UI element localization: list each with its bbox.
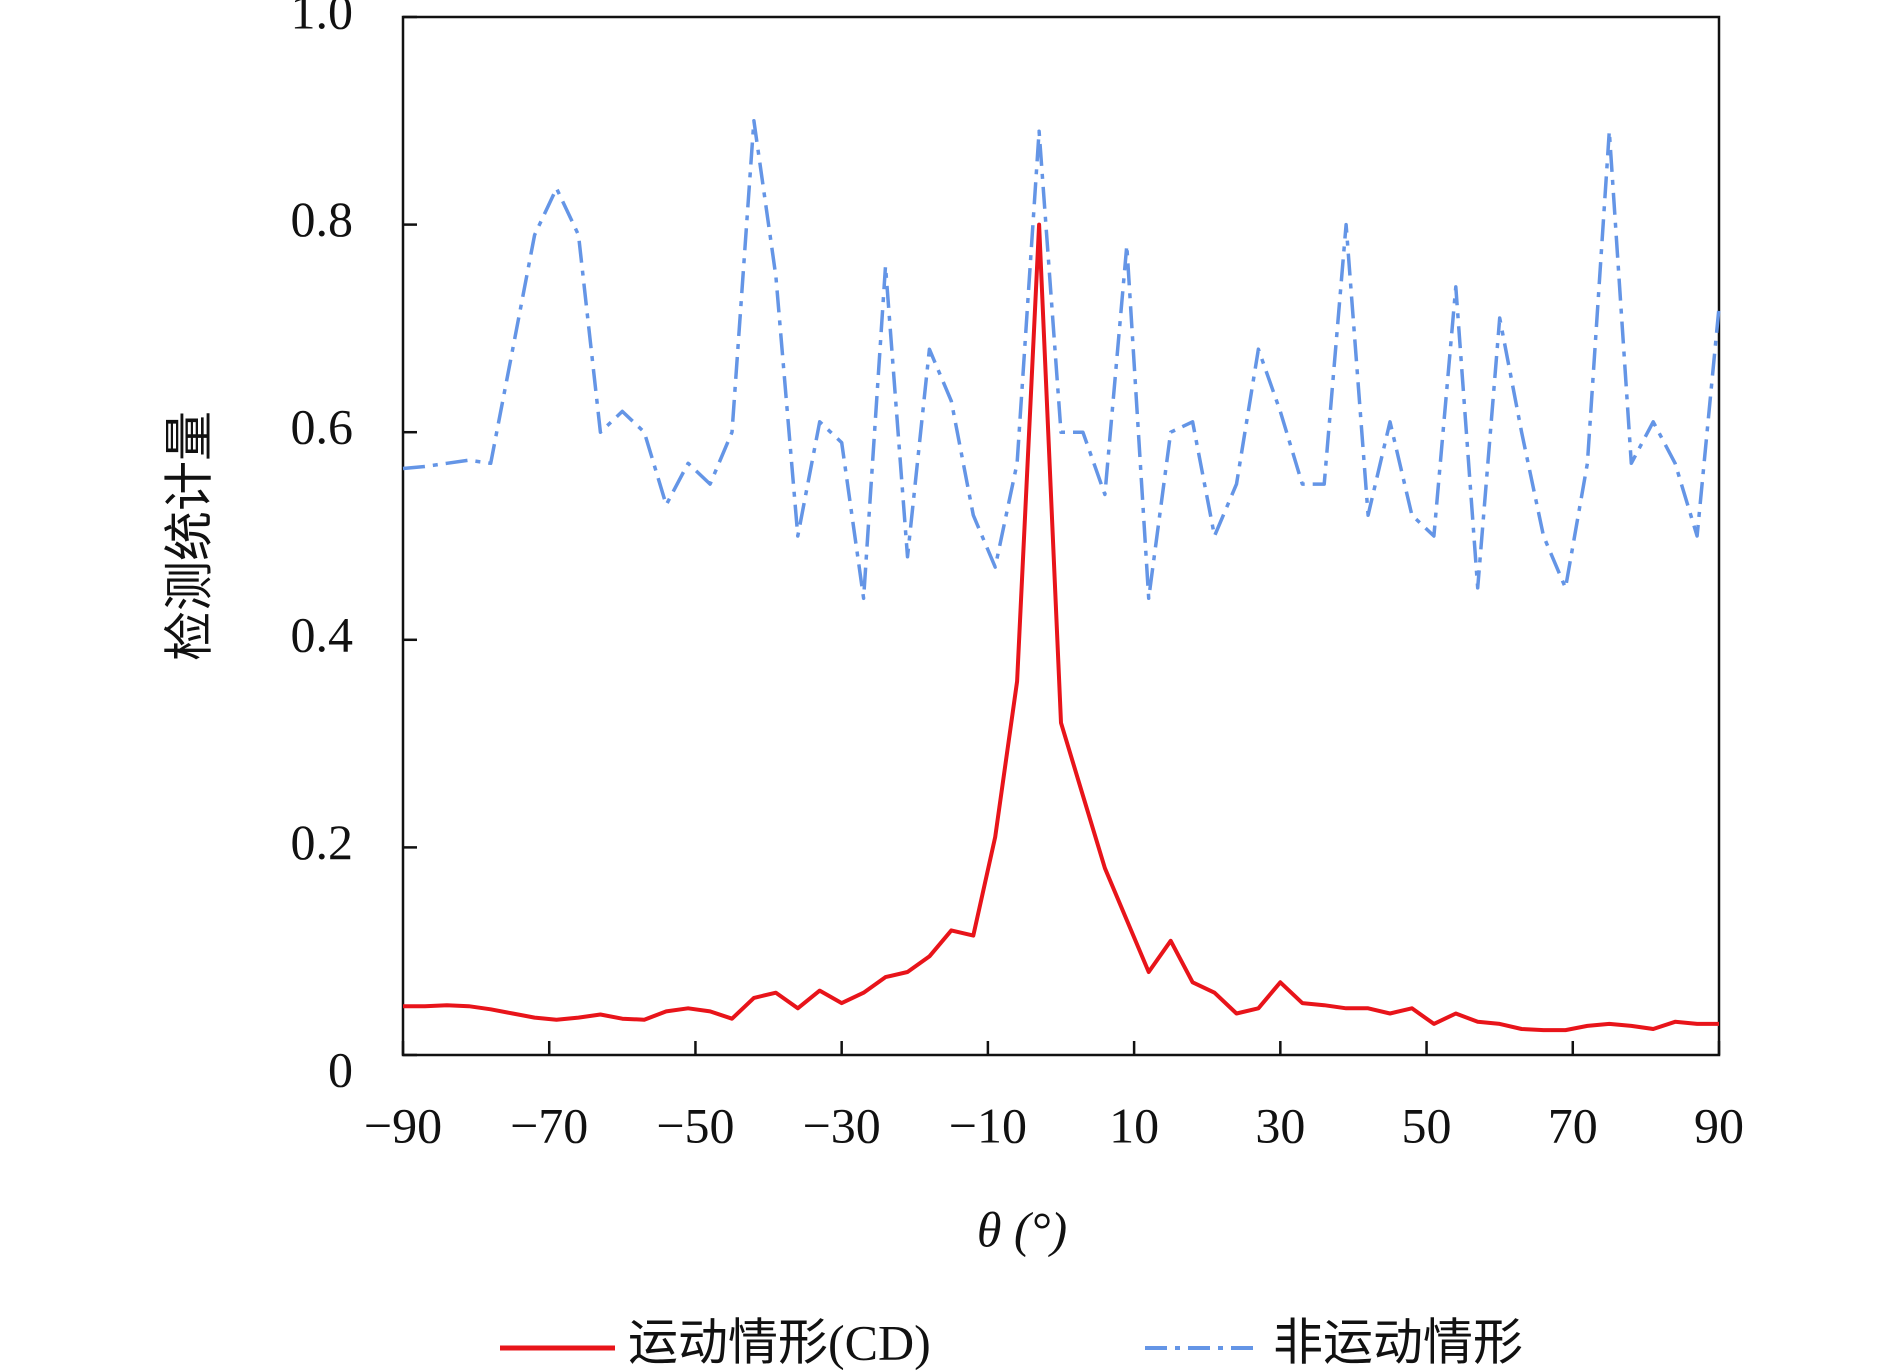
- x-axis-label: θ (°): [977, 1201, 1067, 1257]
- x-tick-label: 10: [1109, 1097, 1159, 1153]
- x-tick-label: −70: [510, 1097, 588, 1153]
- y-tick-label: 0.2: [291, 814, 354, 870]
- x-tick-label: −30: [803, 1097, 881, 1153]
- x-tick-label: −90: [364, 1097, 442, 1153]
- y-tick-label: 0.8: [291, 191, 354, 247]
- x-tick-label: 90: [1694, 1097, 1744, 1153]
- y-axis-label: 检测统计量: [161, 411, 217, 661]
- legend-label: 非运动情形: [1273, 1314, 1523, 1370]
- y-tick-label: 1.0: [291, 0, 354, 39]
- y-tick-label: 0.6: [291, 399, 354, 455]
- x-tick-label: 70: [1548, 1097, 1598, 1153]
- x-tick-label: 50: [1402, 1097, 1452, 1153]
- series-line: [402, 119, 1721, 601]
- x-tick-label: −50: [656, 1097, 734, 1153]
- y-tick-label: 0: [328, 1041, 353, 1097]
- y-tick-label: 0.4: [291, 606, 354, 662]
- plot-frame: [401, 15, 1721, 1057]
- x-tick-label: 30: [1255, 1097, 1305, 1153]
- series-line: [403, 222, 1719, 1033]
- x-tick-label: −10: [949, 1097, 1027, 1153]
- legend-label: 运动情形(CD): [628, 1314, 931, 1370]
